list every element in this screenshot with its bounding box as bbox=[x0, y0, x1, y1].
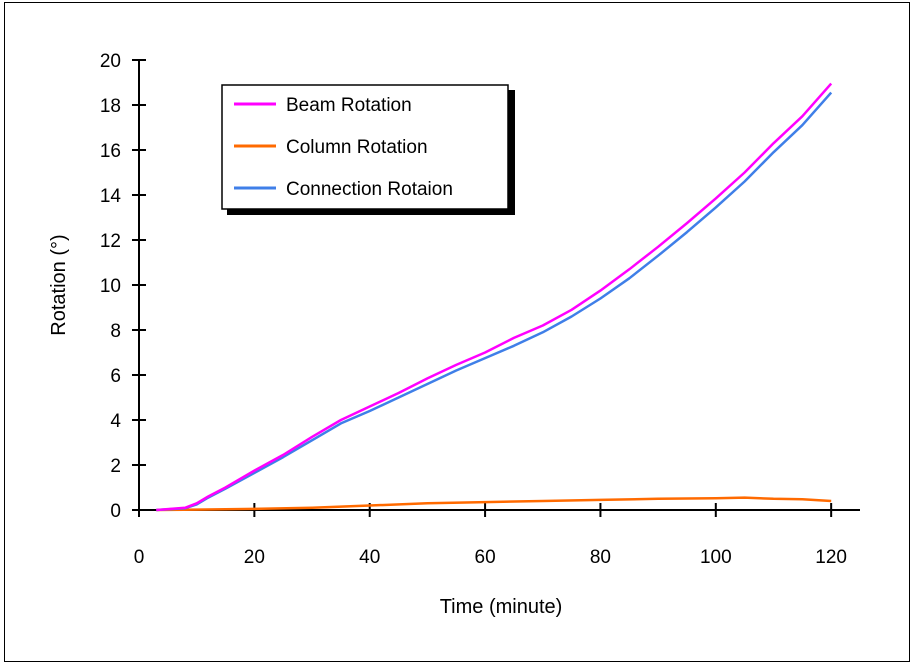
legend-label-column-rotation: Column Rotation bbox=[286, 137, 428, 158]
y-tick-label: 0 bbox=[110, 501, 121, 522]
x-tick-label: 120 bbox=[815, 547, 847, 568]
y-tick-label: 16 bbox=[100, 141, 121, 162]
y-tick-label: 18 bbox=[100, 96, 121, 117]
y-tick-label: 12 bbox=[100, 231, 121, 252]
y-axis-title: Rotation (°) bbox=[48, 234, 70, 335]
y-tick-label: 8 bbox=[110, 321, 121, 342]
legend-label-beam-rotation: Beam Rotation bbox=[286, 95, 412, 116]
legend-label-connection-rotaion: Connection Rotaion bbox=[286, 179, 453, 200]
x-tick-label: 100 bbox=[700, 547, 732, 568]
y-tick-label: 2 bbox=[110, 456, 121, 477]
series-line-beam-rotation bbox=[156, 82, 833, 512]
x-axis-title: Time (minute) bbox=[440, 596, 563, 618]
x-tick-label: 0 bbox=[134, 547, 145, 568]
x-tick-label: 80 bbox=[590, 547, 611, 568]
series-layer bbox=[156, 82, 833, 512]
y-tick-label: 20 bbox=[100, 51, 121, 72]
legend: Beam Rotation Column Rotation Connection R… bbox=[221, 84, 515, 215]
y-tick-label: 6 bbox=[110, 366, 121, 387]
y-tick-label: 14 bbox=[100, 186, 122, 207]
y-tick-label: 10 bbox=[100, 276, 121, 297]
y-tick-label: 4 bbox=[110, 411, 121, 432]
x-tick-label: 40 bbox=[359, 547, 380, 568]
x-tick-label: 60 bbox=[475, 547, 496, 568]
x-tick-label: 20 bbox=[244, 547, 265, 568]
series-line-column-rotation bbox=[156, 496, 832, 512]
